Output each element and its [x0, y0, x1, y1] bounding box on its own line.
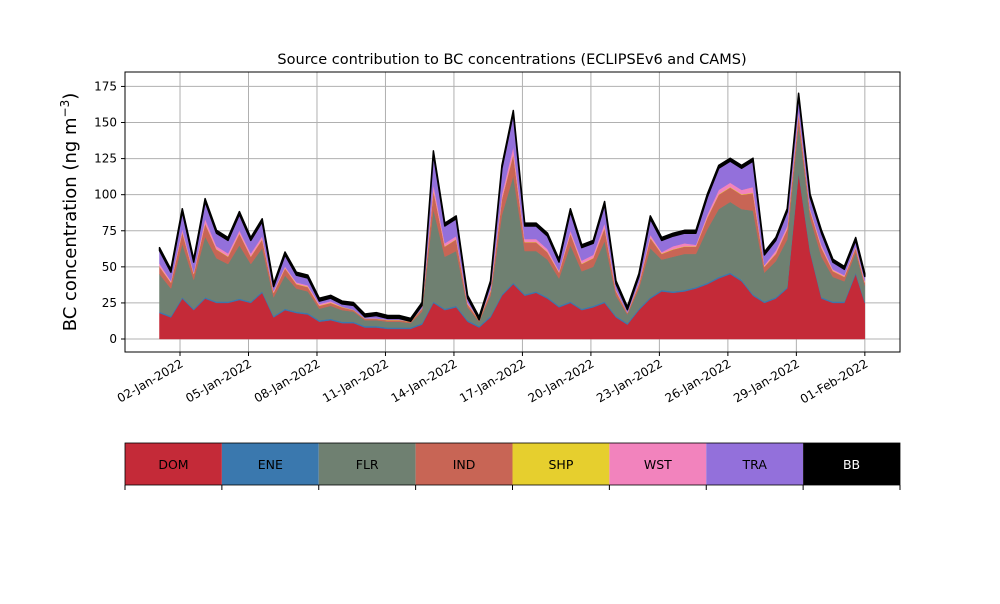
x-tick-label: 02-Jan-2022	[115, 356, 186, 405]
legend-swatch-tra	[706, 443, 804, 485]
y-axis-label-superscript: −3	[58, 100, 72, 118]
x-axis: 02-Jan-202205-Jan-202208-Jan-202211-Jan-…	[115, 352, 871, 406]
x-tick-label: 17-Jan-2022	[457, 356, 528, 405]
legend-label-dom: DOM	[158, 457, 188, 472]
plot-frame	[124, 71, 901, 353]
legend-label-ind: IND	[453, 457, 476, 472]
legend-swatch-bb	[803, 443, 900, 485]
legend-label-shp: SHP	[549, 457, 574, 472]
legend-label-flr: FLR	[356, 457, 379, 472]
y-tick-label: 0	[109, 332, 117, 346]
legend-swatch-ene	[221, 443, 319, 485]
legend-swatch-ind	[415, 443, 513, 485]
legend-label-tra: TRA	[742, 457, 768, 472]
x-tick-label: 05-Jan-2022	[183, 356, 254, 405]
y-axis-label: BC concentration (ng m−3)	[58, 93, 81, 332]
legend-label-bb: BB	[843, 457, 860, 472]
y-tick-label: 75	[102, 224, 117, 238]
stacked-areas	[158, 92, 866, 340]
x-tick-label: 14-Jan-2022	[389, 356, 460, 405]
legend-label-ene: ENE	[258, 457, 283, 472]
y-tick-label: 150	[94, 116, 117, 130]
y-axis: 0 25 50 75 100 125 150 175	[94, 79, 125, 346]
y-tick-label: 175	[94, 79, 117, 93]
y-tick-label: 25	[102, 296, 117, 310]
legend-swatch-shp	[512, 443, 610, 485]
x-tick-label: 08-Jan-2022	[252, 356, 323, 405]
y-tick-label: 125	[94, 152, 117, 166]
area-bb	[158, 92, 866, 323]
y-tick-label: 100	[94, 188, 117, 202]
x-tick-label: 26-Jan-2022	[663, 356, 734, 405]
y-axis-label-close: )	[60, 93, 81, 100]
x-tick-label: 01-Feb-2022	[798, 356, 871, 406]
legend-swatch-flr	[318, 443, 416, 485]
legend-frame	[124, 442, 901, 486]
legend-label-wst: WST	[644, 457, 672, 472]
legend-swatch-dom	[125, 443, 222, 485]
y-tick-label: 50	[102, 260, 117, 274]
chart-title: Source contribution to BC concentrations…	[277, 52, 746, 68]
x-tick-label: 29-Jan-2022	[731, 356, 802, 405]
y-axis-label-text: BC concentration (ng m	[60, 117, 81, 331]
x-tick-label: 11-Jan-2022	[320, 356, 391, 405]
legend: DOM ENE FLR IND SHP WST TRA BB	[124, 442, 901, 490]
x-tick-label: 20-Jan-2022	[526, 356, 597, 405]
legend-swatch-wst	[609, 443, 707, 485]
x-tick-label: 23-Jan-2022	[594, 356, 665, 405]
